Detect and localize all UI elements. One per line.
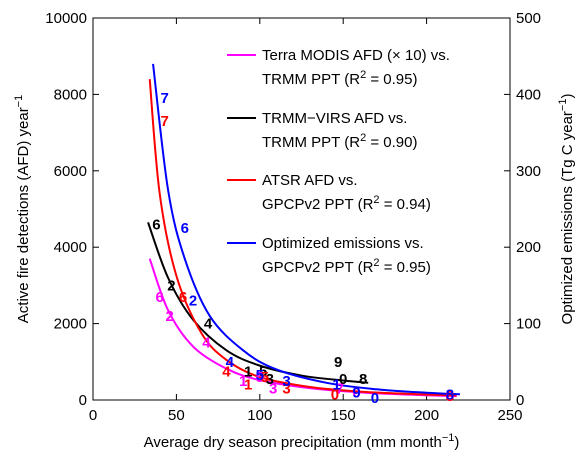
legend-entry-line1: ATSR AFD vs. (262, 172, 358, 189)
x-tick-label: 0 (89, 407, 97, 424)
x-tick-label: 100 (247, 407, 272, 424)
data-point-label: 1 (244, 377, 252, 394)
data-point-label: 6 (181, 220, 189, 237)
legend-entry-line2: TRMM PPT (R2 = 0.90) (262, 132, 417, 151)
x-tick-label: 200 (414, 407, 439, 424)
y-tick-label: 4000 (54, 239, 87, 256)
legend-entry-line1: Optimized emissions vs. (262, 235, 424, 252)
data-point-label: 6 (156, 289, 164, 306)
data-point-label: 1 (239, 373, 247, 390)
y2-tick-label: 200 (516, 239, 541, 256)
data-point-label: 4 (222, 363, 231, 380)
y-axis-label: Active fire detections (AFD) year−1 (13, 95, 32, 323)
y-tick-label: 10000 (45, 10, 87, 27)
data-point-label: 1 (244, 363, 252, 380)
y2-tick-label: 100 (516, 316, 541, 333)
y-tick-label: 2000 (54, 316, 87, 333)
fit-curve-series-3 (148, 79, 457, 397)
plot-area (92, 17, 511, 401)
y2-axis-label: Optimized emissions (Tg C year−1) (557, 94, 576, 325)
data-point-label: 5 (256, 367, 264, 384)
x-tick-label: 250 (497, 407, 522, 424)
data-point-label: 0 (371, 390, 379, 407)
data-point-label: 7 (161, 113, 169, 130)
data-point-label: 8 (446, 388, 454, 405)
data-point-label: 8 (446, 386, 454, 403)
legend-entry-line1: TRMM−VIRS AFD vs. (262, 110, 407, 127)
data-point-label: 6 (152, 216, 160, 233)
data-point-label: 6 (179, 289, 187, 306)
x-tick-label: 150 (331, 407, 356, 424)
data-point-label: 3 (282, 381, 290, 398)
data-point-label: 5 (261, 369, 269, 386)
y2-tick-label: 400 (516, 86, 541, 103)
legend-entry-line2: GPCPv2 PPT (R2 = 0.94) (262, 194, 431, 213)
data-point-label: 9 (334, 354, 342, 371)
data-point-label: 7 (336, 381, 344, 398)
legend-entry-line2: GPCPv2 PPT (R2 = 0.95) (262, 257, 431, 276)
data-point-label: 2 (189, 293, 197, 310)
data-point-label: 4 (226, 354, 235, 371)
y-tick-label: 0 (79, 392, 87, 409)
legend-entry-line1: Terra MODIS AFD (× 10) vs. (262, 47, 450, 64)
data-point-label: 9 (352, 384, 360, 401)
y2-tick-label: 0 (516, 392, 524, 409)
y2-tick-label: 300 (516, 163, 541, 180)
data-point-label: 3 (269, 381, 277, 398)
fit-curve-series-2 (147, 222, 369, 384)
fit-curve-series-4 (152, 63, 461, 396)
data-point-label: 4 (204, 316, 213, 333)
x-axis-label: Average dry season precipitation (mm mon… (144, 432, 460, 451)
fit-curves (147, 63, 461, 398)
data-point-label: 5 (259, 363, 267, 380)
data-point-label: 8 (446, 388, 454, 405)
data-point-label: 1 (332, 377, 340, 394)
y-tick-label: 8000 (54, 86, 87, 103)
data-point-label: 3 (266, 371, 274, 388)
y-tick-label: 6000 (54, 163, 87, 180)
x-tick-label: 50 (168, 407, 185, 424)
data-point-label: 4 (202, 335, 211, 352)
legend-entry-line2: TRMM PPT (R2 = 0.95) (262, 69, 417, 88)
axis-ticks: 0 50 100 150 200 2500200040006000800010000010… (45, 10, 541, 424)
data-point-label: 0 (331, 386, 339, 403)
data-point-label: 7 (161, 90, 169, 107)
data-point-label: 3 (282, 373, 290, 390)
data-point-label: 5 (256, 369, 264, 386)
data-point-label: 0 (352, 384, 360, 401)
data-point-label: 2 (166, 308, 174, 325)
data-point-label: 0 (339, 371, 347, 388)
data-point-label: 2 (167, 277, 175, 294)
y2-tick-label: 500 (516, 10, 541, 27)
data-point-label: 8 (359, 371, 367, 388)
legend: Terra MODIS AFD (× 10) vs. TRMM PPT (R2 =… (227, 47, 450, 276)
